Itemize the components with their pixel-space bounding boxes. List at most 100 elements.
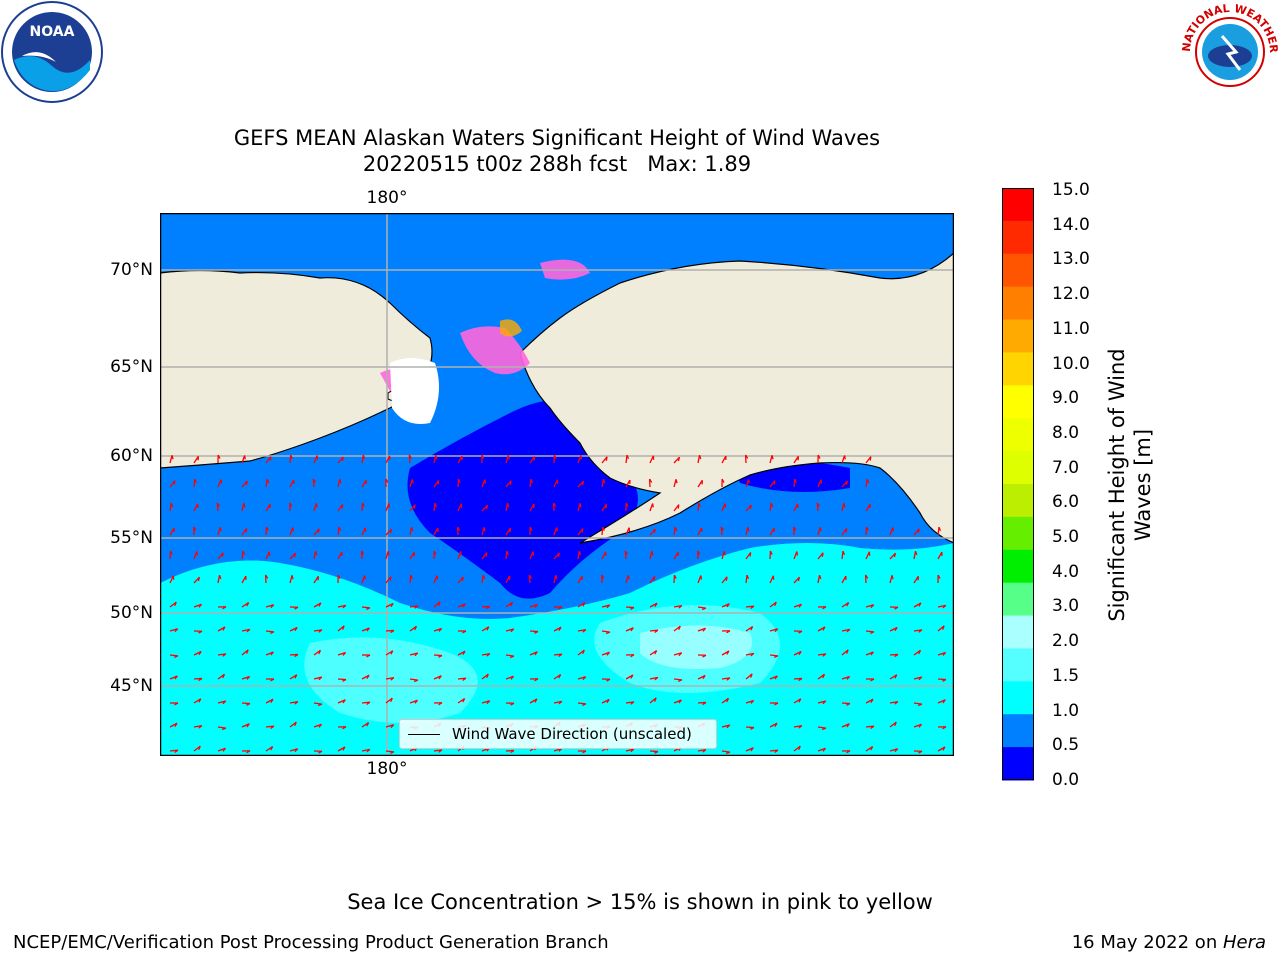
wind-arrow-head [246, 628, 251, 633]
wind-arrow-head [894, 721, 897, 727]
wind-arrow-head [626, 454, 630, 460]
wind-arrow-head [846, 723, 850, 728]
wind-arrow-head [654, 650, 658, 655]
wind-arrow-head [270, 725, 275, 729]
wind-arrow-head [389, 528, 393, 534]
colorbar-tick-label: 5.0 [1052, 527, 1080, 548]
wind-arrow-head [506, 550, 509, 555]
wind-arrow-head [942, 652, 947, 656]
wind-arrow-head [630, 701, 635, 705]
wind-arrow-head [216, 502, 221, 507]
wind-arrow-head [438, 749, 443, 753]
wind-arrow-head [434, 502, 438, 508]
colorbar-cell [1002, 747, 1034, 781]
wind-arrow-head [173, 480, 176, 485]
wind-arrow-head [390, 629, 395, 634]
wind-arrow-head [720, 526, 725, 531]
wind-arrow-head [822, 653, 827, 657]
wind-arrow-head [797, 576, 801, 582]
sea-ice-fringe [500, 319, 522, 337]
wind-arrow-head [265, 526, 269, 531]
wind-arrow-head [821, 552, 824, 557]
lat-label-65: 65°N [110, 357, 153, 377]
wind-arrow-head [866, 478, 870, 484]
wind-arrow-head [414, 652, 419, 657]
wind-arrow-head [486, 700, 491, 705]
wind-arrow-head [221, 727, 227, 731]
wind-arrow-head [942, 678, 947, 682]
wind-arrow-head [746, 574, 750, 580]
wind-arrow-head [678, 679, 683, 682]
wind-arrow-head [942, 604, 947, 609]
wind-arrow-head [510, 602, 514, 607]
wind-arrow-head [578, 550, 582, 556]
colorbar-tick-label: 4.0 [1052, 561, 1080, 582]
wind-arrow-head [582, 676, 587, 681]
wind-arrow-head [750, 626, 754, 631]
wind-arrow-head [558, 653, 563, 657]
wind-arrow-head [530, 478, 534, 484]
wind-arrow-head [293, 552, 297, 558]
wind-arrow-head [630, 654, 635, 658]
wind-arrow-head [222, 606, 227, 610]
wind-arrow-head [217, 454, 221, 459]
wind-arrow-head [553, 502, 557, 507]
map-frame [160, 213, 954, 756]
lat-label-45: 45°N [110, 676, 153, 696]
wind-arrow-head [627, 575, 630, 580]
ocean-pale-patch [640, 625, 752, 669]
wind-arrow-head [673, 574, 677, 579]
wind-arrow-head [509, 655, 515, 659]
wind-arrow-head [918, 723, 923, 728]
wind-arrow-head [270, 678, 275, 682]
noaa-logo: NOAA [1, 1, 103, 103]
wind-arrow-head [625, 502, 629, 507]
wind-arrow-head [481, 454, 485, 459]
colorbar-cell [1002, 582, 1034, 617]
wind-arrow-head [459, 551, 462, 556]
wind-arrow-head [270, 746, 274, 751]
wind-arrow-head [553, 454, 557, 459]
wind-arrow-head [942, 699, 946, 704]
wind-arrow-head [242, 550, 246, 556]
wind-arrow-head [510, 628, 515, 633]
wind-arrow-head [484, 479, 487, 484]
wind-arrow-head [198, 651, 202, 656]
wind-arrow-head [462, 630, 467, 634]
wind-arrow-head [774, 655, 779, 658]
wind-arrow-head [462, 677, 467, 681]
wind-arrow-head [218, 574, 222, 580]
wind-arrow-head [894, 653, 899, 658]
wind-arrow-head [798, 725, 803, 729]
wind-arrow-head [222, 653, 227, 657]
wind-arrow-head [510, 749, 515, 754]
wind-arrow-head [702, 701, 707, 706]
wind-arrow-head [361, 550, 365, 555]
wind-arrow-head [606, 678, 611, 682]
ocean-low-field [407, 400, 638, 599]
wind-arrow-head [654, 676, 659, 681]
wind-arrow-head [816, 502, 821, 507]
colorbar-tick-label: 2.0 [1052, 631, 1080, 652]
wind-arrow-head [894, 627, 898, 632]
wind-arrow-head [865, 526, 869, 531]
wind-arrow-head [917, 528, 920, 533]
wind-arrow-head [270, 604, 275, 609]
sea-ice-fringe [460, 326, 530, 375]
wind-arrow-head [174, 749, 179, 753]
colorbar-cell [1002, 220, 1034, 255]
wind-arrow-head [362, 454, 366, 460]
wind-arrow-head [294, 701, 299, 705]
wind-arrow-head [198, 603, 203, 608]
wind-arrow-head [819, 527, 822, 532]
wind-arrow-head [821, 727, 827, 731]
wind-arrow-head [408, 454, 413, 459]
footer-date: 16 May 2022 on Hera [1071, 932, 1266, 953]
wind-arrow-head [222, 747, 227, 752]
wind-arrow-head [534, 604, 539, 608]
wind-arrow-head [558, 700, 563, 705]
wind-arrow-head [630, 748, 635, 753]
wind-arrow-head [675, 479, 678, 484]
colorbar-tick-label: 12.0 [1052, 284, 1090, 305]
wind-arrow-head [246, 702, 251, 706]
